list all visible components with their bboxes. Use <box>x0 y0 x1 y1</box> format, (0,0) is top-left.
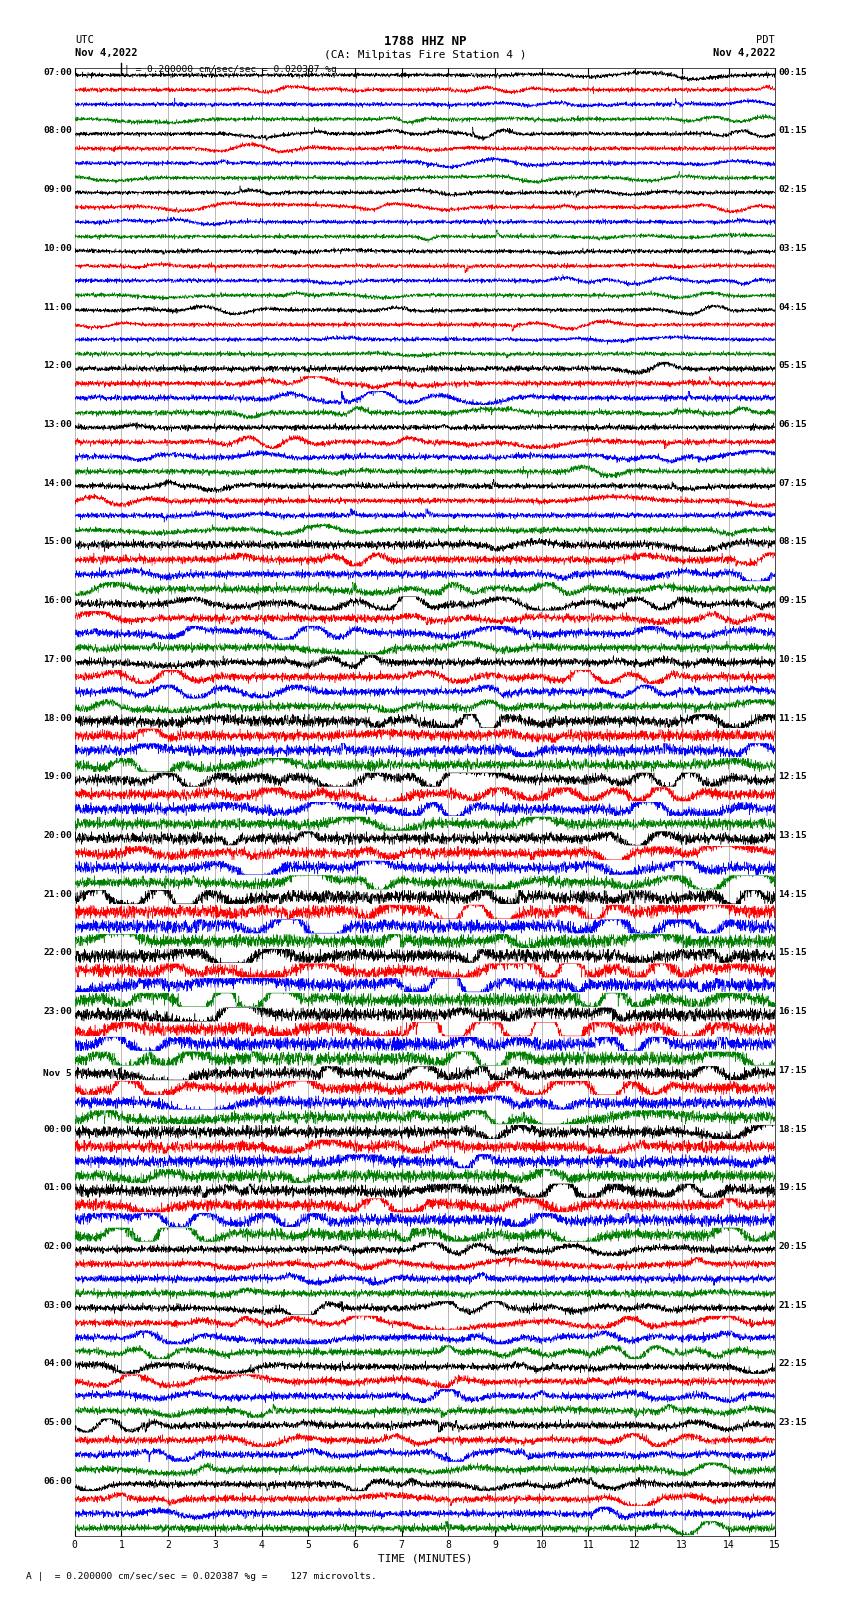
Text: 20:00: 20:00 <box>43 831 72 840</box>
Text: 02:15: 02:15 <box>778 185 807 194</box>
Text: 19:15: 19:15 <box>778 1184 807 1192</box>
Text: Nov 4,2022: Nov 4,2022 <box>75 48 138 58</box>
Text: 12:15: 12:15 <box>778 773 807 781</box>
Text: PDT: PDT <box>756 35 775 45</box>
Text: 02:00: 02:00 <box>43 1242 72 1252</box>
Text: 04:15: 04:15 <box>778 303 807 311</box>
Text: 1788 HHZ NP: 1788 HHZ NP <box>383 35 467 48</box>
Text: 17:00: 17:00 <box>43 655 72 665</box>
Text: 07:15: 07:15 <box>778 479 807 487</box>
Text: 23:15: 23:15 <box>778 1418 807 1428</box>
Text: 09:00: 09:00 <box>43 185 72 194</box>
Text: 13:15: 13:15 <box>778 831 807 840</box>
Text: 17:15: 17:15 <box>778 1066 807 1074</box>
Text: 23:00: 23:00 <box>43 1007 72 1016</box>
Text: 07:00: 07:00 <box>43 68 72 77</box>
Text: 11:00: 11:00 <box>43 303 72 311</box>
Text: 19:00: 19:00 <box>43 773 72 781</box>
Text: 05:00: 05:00 <box>43 1418 72 1428</box>
Text: 18:15: 18:15 <box>778 1124 807 1134</box>
Text: (CA: Milpitas Fire Station 4 ): (CA: Milpitas Fire Station 4 ) <box>324 50 526 60</box>
Text: 15:00: 15:00 <box>43 537 72 547</box>
Text: 14:00: 14:00 <box>43 479 72 487</box>
X-axis label: TIME (MINUTES): TIME (MINUTES) <box>377 1553 473 1563</box>
Text: 03:15: 03:15 <box>778 244 807 253</box>
Text: 12:00: 12:00 <box>43 361 72 371</box>
Text: 00:15: 00:15 <box>778 68 807 77</box>
Text: UTC: UTC <box>75 35 94 45</box>
Text: 21:00: 21:00 <box>43 890 72 898</box>
Text: 01:00: 01:00 <box>43 1184 72 1192</box>
Text: 03:00: 03:00 <box>43 1300 72 1310</box>
Text: 08:15: 08:15 <box>778 537 807 547</box>
Text: 04:00: 04:00 <box>43 1360 72 1368</box>
Text: 06:00: 06:00 <box>43 1478 72 1486</box>
Text: 00:00: 00:00 <box>43 1124 72 1134</box>
Text: 10:15: 10:15 <box>778 655 807 665</box>
Text: 22:00: 22:00 <box>43 948 72 958</box>
Text: 10:00: 10:00 <box>43 244 72 253</box>
Text: 20:15: 20:15 <box>778 1242 807 1252</box>
Text: 21:15: 21:15 <box>778 1300 807 1310</box>
Text: 16:15: 16:15 <box>778 1007 807 1016</box>
Text: 18:00: 18:00 <box>43 713 72 723</box>
Text: 06:15: 06:15 <box>778 419 807 429</box>
Text: Nov 5: Nov 5 <box>43 1069 72 1077</box>
Text: 14:15: 14:15 <box>778 890 807 898</box>
Text: 01:15: 01:15 <box>778 126 807 135</box>
Text: | = 0.200000 cm/sec/sec = 0.020387 %g: | = 0.200000 cm/sec/sec = 0.020387 %g <box>124 65 337 74</box>
Text: 13:00: 13:00 <box>43 419 72 429</box>
Text: A |  = 0.200000 cm/sec/sec = 0.020387 %g =    127 microvolts.: A | = 0.200000 cm/sec/sec = 0.020387 %g … <box>26 1571 377 1581</box>
Text: 05:15: 05:15 <box>778 361 807 371</box>
Text: 16:00: 16:00 <box>43 597 72 605</box>
Text: 22:15: 22:15 <box>778 1360 807 1368</box>
Text: 08:00: 08:00 <box>43 126 72 135</box>
Text: 15:15: 15:15 <box>778 948 807 958</box>
Text: Nov 4,2022: Nov 4,2022 <box>712 48 775 58</box>
Text: 09:15: 09:15 <box>778 597 807 605</box>
Text: 11:15: 11:15 <box>778 713 807 723</box>
